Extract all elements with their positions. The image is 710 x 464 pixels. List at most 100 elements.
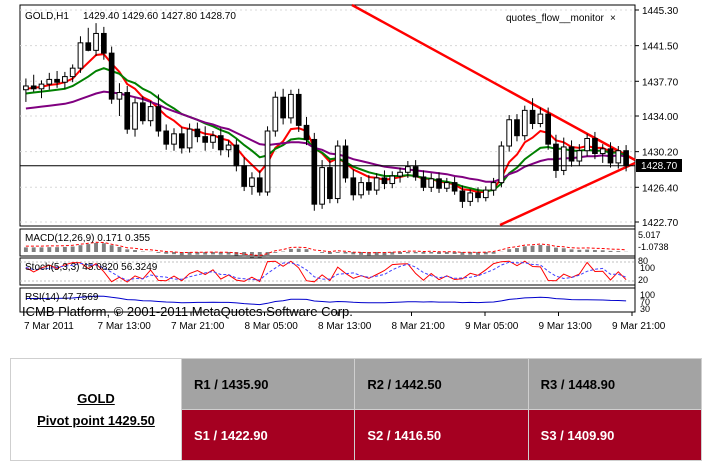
- moving-average-2: [25, 67, 627, 193]
- time-tick-label: 8 Mar 21:00: [392, 321, 446, 332]
- candle-body: [506, 119, 513, 147]
- price-tick-label: 1437.70: [642, 77, 679, 88]
- resistance-r1: R1 / 1435.90: [180, 358, 356, 410]
- lower-trendline: [499, 161, 636, 227]
- candle-body: [77, 42, 84, 69]
- rsi-scale-top: 100: [640, 290, 655, 300]
- rsi-scale-bottom: 30: [640, 304, 650, 314]
- candle-body: [436, 178, 442, 189]
- time-axis-ticks: 7 Mar 2011 7 Mar 13:00 7 Mar 21:00 8 Mar 05…: [24, 312, 666, 332]
- candle-body: [202, 136, 209, 143]
- resistance-r2: R2 / 1442.50: [354, 358, 529, 410]
- candle-body: [225, 144, 232, 151]
- candle-body: [249, 177, 255, 187]
- price-tick-label: 1422.70: [642, 218, 679, 229]
- candle-body: [475, 192, 481, 199]
- pivot-symbol: GOLD: [77, 390, 115, 406]
- candle-body: [389, 175, 396, 185]
- candle-body: [334, 145, 341, 200]
- candle-body: [358, 182, 364, 196]
- candlesticks: [23, 23, 629, 211]
- candle-body: [256, 177, 263, 193]
- time-tick-label: 7 Mar 13:00: [98, 321, 152, 332]
- price-tick-label: 1426.40: [642, 183, 679, 194]
- rsi-label: RSI(14) 47.7569: [25, 292, 99, 303]
- candle-body: [101, 32, 107, 54]
- candle-body: [521, 109, 528, 137]
- candle-body: [420, 176, 427, 188]
- candle-body: [459, 190, 466, 202]
- candle-body: [54, 78, 60, 83]
- candle-body: [342, 145, 349, 179]
- upper-trendline: [351, 3, 636, 162]
- close-indicator-icon[interactable]: ×: [610, 13, 616, 24]
- macd-signal-line: [25, 241, 627, 257]
- time-tick-label: 9 Mar 21:00: [612, 321, 666, 332]
- price-tick-label: 1434.00: [642, 112, 679, 123]
- support-s3: S3 / 1409.90: [527, 409, 703, 461]
- candle-body: [592, 138, 598, 155]
- candle-body: [623, 150, 629, 167]
- stoch-label: Stoch(5,3,3) 45.0820 56.3249: [25, 262, 158, 273]
- rsi-line: [25, 295, 627, 306]
- time-tick-label: 7 Mar 2011: [24, 321, 74, 332]
- candle-body: [38, 83, 45, 90]
- candle-body: [498, 145, 505, 184]
- moving-average-1: [25, 53, 627, 193]
- indicator-title: quotes_flow__monitor: [506, 13, 605, 24]
- candle-body: [482, 189, 489, 199]
- candle-body: [311, 138, 318, 205]
- candle-body: [194, 128, 201, 138]
- current-price-value: 1428.70: [641, 161, 678, 172]
- macd-scale-bottom: -1.0738: [638, 242, 669, 252]
- stoch-main-line: [25, 260, 627, 283]
- candle-body: [615, 150, 622, 164]
- price-tick-label: 1430.20: [642, 148, 679, 159]
- candle-body: [405, 166, 411, 173]
- candle-body: [217, 135, 224, 151]
- candle-body: [93, 32, 99, 51]
- candle-body: [599, 148, 606, 155]
- candle-body: [69, 67, 76, 78]
- candle-body: [443, 182, 450, 189]
- current-price-label: 1428.70: [636, 159, 682, 172]
- rsi-scale-mid: 70: [640, 297, 650, 307]
- rsi-pane: [19, 287, 636, 313]
- candle-body: [210, 135, 216, 143]
- candle-body: [186, 128, 193, 149]
- stoch-scale-mid: 100: [640, 263, 655, 273]
- candle-body: [46, 78, 53, 85]
- candle-body: [490, 182, 497, 191]
- time-tick-label: 9 Mar 13:00: [539, 321, 593, 332]
- pivot-table: GOLD Pivot point 1429.50 R1 / 1435.90 R2…: [10, 358, 703, 461]
- candle-body: [303, 124, 310, 140]
- candle-body: [553, 143, 559, 171]
- candle-body: [529, 109, 536, 125]
- candle-body: [560, 146, 567, 171]
- candle-body: [366, 182, 372, 191]
- candle-body: [241, 165, 247, 187]
- candle-body: [428, 178, 435, 188]
- candle-body: [116, 92, 123, 100]
- stoch-scale-bottom: 20: [638, 275, 648, 285]
- candle-body: [132, 102, 138, 130]
- candle-body: [280, 96, 286, 119]
- candle-body: [171, 133, 177, 145]
- copyright-watermark: ICMB Platform, © 2001-2011 MetaQuotes So…: [22, 304, 353, 319]
- time-tick-label: 8 Mar 05:00: [245, 321, 299, 332]
- candle-body: [62, 76, 68, 83]
- macd-scale-top: 5.017: [638, 230, 661, 240]
- candle-body: [537, 113, 544, 125]
- candle-body: [584, 138, 590, 152]
- price-tick-label: 1445.30: [642, 6, 679, 17]
- price-tick-label: 1441.50: [642, 42, 679, 53]
- candle-body: [327, 167, 333, 200]
- candle-body: [85, 42, 92, 51]
- candle-body: [147, 106, 154, 122]
- candle-body: [163, 130, 170, 145]
- candle-body: [295, 93, 302, 126]
- candle-body: [155, 106, 162, 132]
- candle-body: [233, 144, 240, 167]
- candle-body: [30, 85, 37, 90]
- time-tick-label: 8 Mar 13:00: [318, 321, 372, 332]
